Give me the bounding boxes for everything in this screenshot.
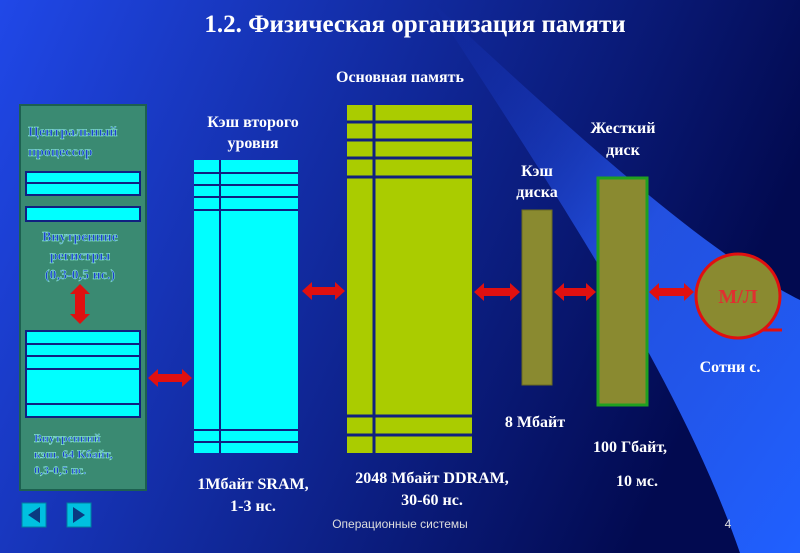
cpu-cells <box>25 171 141 418</box>
disk-cache-spec: 8 Мбайт <box>505 414 565 431</box>
l2-cache <box>194 160 298 453</box>
hard-disk-spec: 10 мс. <box>616 473 658 490</box>
prev-icon <box>28 507 40 523</box>
disk-cache-label: Кэш <box>521 163 553 180</box>
disk-cache-label: диска <box>516 184 557 201</box>
registers-label: Внутренние <box>42 230 118 245</box>
memory-spec: 30-60 нс. <box>401 492 463 509</box>
hard-disk <box>596 176 649 407</box>
page-number: 4 <box>725 517 732 531</box>
hard-disk-spec: 100 Гбайт, <box>593 439 667 456</box>
l2-lines <box>194 160 298 453</box>
tape <box>694 252 782 340</box>
l2-label: Кэш второго <box>207 114 298 131</box>
memory-spec: 2048 Мбайт DDRAM, <box>355 470 509 487</box>
cpu-label: Центральный <box>28 125 117 140</box>
hard-disk-label: диск <box>606 142 640 159</box>
l2-spec: 1Мбайт SRAM, <box>197 476 308 493</box>
title: 1.2. Физическая организация памяти <box>204 11 625 38</box>
arrows <box>70 282 694 387</box>
cpu-lines <box>26 182 140 405</box>
registers-label: регистры <box>50 249 110 264</box>
internal-cache-label: Внутренний <box>34 431 101 445</box>
internal-cache-label: 0,3-0,5 нс. <box>34 463 86 477</box>
main-memory <box>347 105 472 453</box>
memory-label: Основная память <box>336 69 465 86</box>
hard-disk-label: Жесткий <box>591 120 656 137</box>
tape-label: М/Л <box>718 286 757 308</box>
next-icon <box>73 507 85 523</box>
l2-label: уровня <box>227 135 278 152</box>
disk-cache <box>521 209 553 386</box>
footer-text: Операционные системы <box>332 517 468 531</box>
cpu-label: процессор <box>28 145 93 160</box>
internal-cache-label: кэш. 64 Кбайт, <box>34 447 113 461</box>
memory-lines <box>347 105 472 453</box>
registers-label: (0,3-0,5 нс.) <box>45 268 116 283</box>
tape-spec: Сотни с. <box>700 359 761 376</box>
nav-buttons[interactable] <box>21 502 92 528</box>
l2-spec: 1-3 нс. <box>230 498 276 515</box>
